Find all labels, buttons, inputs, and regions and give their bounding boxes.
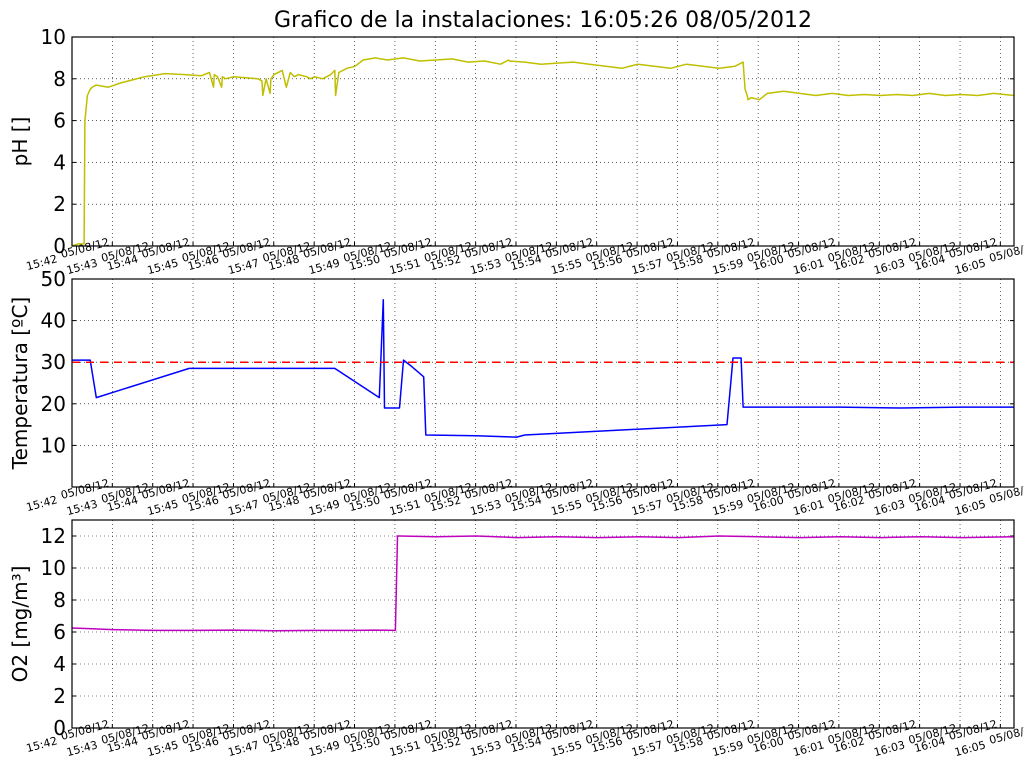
y-tick-label: 30 (41, 350, 66, 374)
chart-title: Grafico de la instalaciones: 16:05:26 08… (274, 8, 812, 33)
x-tick-label: 15:51 (388, 497, 422, 518)
x-tick-label: 16:03 (872, 738, 906, 759)
y-axis-label: Temperatura [ºC] (8, 297, 32, 470)
x-tick-label: 15:53 (469, 497, 503, 518)
y-tick-label: 20 (41, 392, 66, 416)
y-axis-label: O2 [mg/m³] (8, 566, 32, 683)
y-tick-label: 40 (41, 309, 66, 333)
series-line (71, 535, 1015, 632)
y-tick-label: 0 (53, 234, 66, 258)
x-tick-label: 16:01 (792, 256, 826, 277)
x-tick-label: 15:45 (146, 256, 180, 277)
x-tick-label: 15:45 (146, 497, 180, 518)
x-tick-label: 15:42 (25, 493, 59, 514)
x-tick-label: 15:59 (711, 497, 745, 518)
x-tick-label: 15:57 (630, 256, 664, 277)
x-tick-label: 15:55 (549, 497, 583, 518)
y-tick-label: 0 (53, 716, 66, 740)
y-tick-label: 2 (53, 684, 66, 708)
x-tick-label: 15:43 (65, 738, 99, 759)
x-tick-label: 15:55 (549, 256, 583, 277)
x-tick-label: 15:43 (65, 256, 99, 277)
x-tick-label: 15:45 (146, 738, 180, 759)
x-tick-label: 15:53 (469, 256, 503, 277)
x-tick-label: 15:49 (307, 256, 341, 277)
x-tick-label: 15:43 (65, 497, 99, 518)
y-tick-label: 10 (41, 433, 66, 457)
x-tick-label: 15:53 (469, 738, 503, 759)
y-tick-label: 4 (53, 652, 66, 676)
x-tick-label: 16:05 (953, 497, 987, 518)
x-tick-label: 16:03 (872, 256, 906, 277)
x-tick-label: 15:51 (388, 256, 422, 277)
x-tick-label: 15:57 (630, 738, 664, 759)
y-tick-label: 6 (53, 620, 66, 644)
x-tick-label: 15:55 (549, 738, 583, 759)
y-tick-label: 10 (41, 556, 66, 580)
x-tick-label: 15:59 (711, 738, 745, 759)
x-tick-label: 16:03 (872, 497, 906, 518)
x-tick-label: 15:47 (227, 256, 261, 277)
y-tick-label: 6 (53, 109, 66, 133)
y-tick-label: 10 (41, 25, 66, 49)
x-tick-label: 15:47 (227, 497, 261, 518)
y-tick-label: 8 (53, 67, 66, 91)
y-tick-label: 2 (53, 192, 66, 216)
x-tick-label: 16:05 (953, 256, 987, 277)
x-tick-label: 15:51 (388, 738, 422, 759)
x-tick-label: 16:01 (792, 738, 826, 759)
axes-frame (71, 36, 1015, 247)
x-tick-label: 16:05 (953, 738, 987, 759)
y-tick-label: 50 (41, 267, 66, 291)
x-tick-label: 15:47 (227, 738, 261, 759)
axes-frame (71, 519, 1015, 729)
series-line (72, 299, 1014, 438)
y-tick-label: 4 (53, 150, 66, 174)
axes-frame (71, 278, 1015, 488)
x-tick-label: 15:49 (307, 497, 341, 518)
x-tick-label: 15:59 (711, 256, 745, 277)
series-line (71, 57, 1015, 247)
y-tick-label: 8 (53, 588, 66, 612)
y-axis-label: pH [] (8, 117, 32, 167)
x-tick-label: 15:49 (307, 738, 341, 759)
y-tick-label: 12 (41, 524, 66, 548)
x-tick-label: 16:01 (792, 497, 826, 518)
x-tick-label: 15:57 (630, 497, 664, 518)
